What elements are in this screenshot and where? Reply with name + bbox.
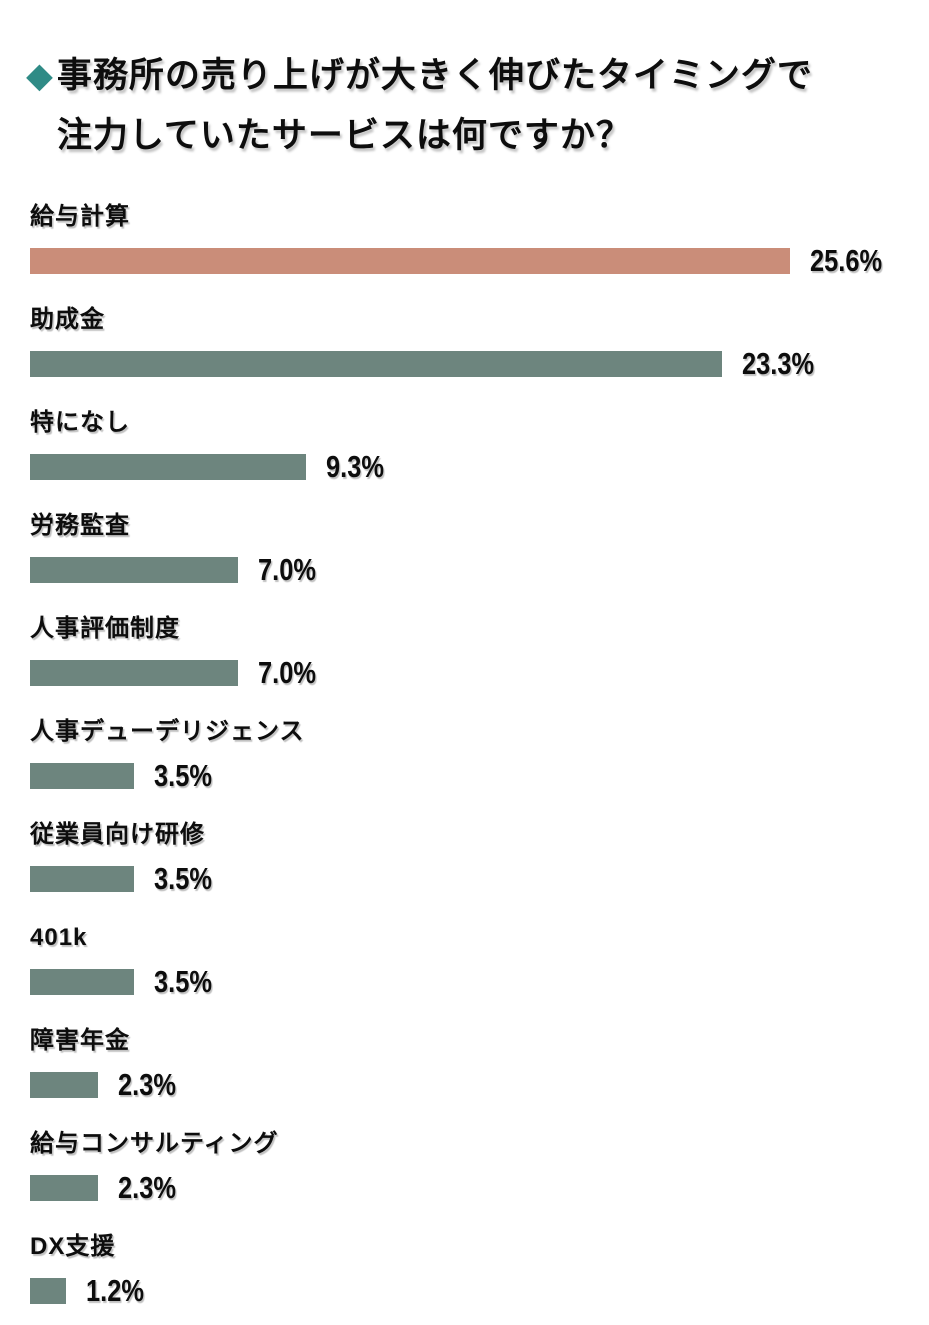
bar-value-label: 1.2% bbox=[86, 1273, 144, 1308]
bar-category-label: 従業員向け研修 bbox=[30, 821, 205, 848]
bar bbox=[30, 969, 134, 995]
bar bbox=[30, 351, 722, 377]
bar bbox=[30, 557, 238, 583]
bar-value-label: 23.3% bbox=[742, 346, 815, 381]
bar-value-label: 3.5% bbox=[154, 758, 212, 793]
bar bbox=[30, 660, 238, 686]
bar-line: 25.6% bbox=[30, 243, 909, 279]
bar-line: 1.2% bbox=[30, 1273, 909, 1309]
bar-row: 特になし 9.3% bbox=[30, 408, 909, 485]
diamond-bullet-icon: ◆ bbox=[26, 56, 54, 95]
bar-row: 従業員向け研修 3.5% bbox=[30, 820, 909, 897]
bar-line: 3.5% bbox=[30, 861, 909, 897]
bar-category-label: 人事評価制度 bbox=[30, 615, 180, 642]
bar-value-label: 9.3% bbox=[326, 449, 384, 484]
bar-category-label: 給与コンサルティング bbox=[30, 1130, 279, 1157]
bar-line: 2.3% bbox=[30, 1170, 909, 1206]
bar bbox=[30, 1175, 98, 1201]
bar-line: 2.3% bbox=[30, 1067, 909, 1103]
bar-category-label: 401k bbox=[30, 924, 88, 951]
bar bbox=[30, 763, 134, 789]
bar-value-label: 3.5% bbox=[154, 964, 212, 999]
bar-value-label: 25.6% bbox=[810, 243, 883, 278]
bar bbox=[30, 1072, 98, 1098]
bar-category-label: DX支援 bbox=[30, 1233, 116, 1260]
bar-line: 3.5% bbox=[30, 758, 909, 794]
bar-row: 労務監査 7.0% bbox=[30, 511, 909, 588]
bar-category-label: 労務監査 bbox=[30, 512, 130, 539]
bar-category-label: 特になし bbox=[30, 409, 130, 436]
chart-title-text: 事務所の売り上げが大きく伸びたタイミングで 注力していたサービスは何ですか？ bbox=[57, 46, 909, 166]
bar-category-label: 障害年金 bbox=[30, 1027, 130, 1054]
bar-chart-area: 給与計算 25.6% 助成金 23.3% 特になし 9.3% 労務監査 bbox=[0, 166, 929, 1325]
bar-row: 401k 3.5% bbox=[30, 923, 909, 1000]
bar bbox=[30, 248, 790, 274]
bar-value-label: 2.3% bbox=[118, 1067, 176, 1102]
bar-line: 9.3% bbox=[30, 449, 909, 485]
bar-row: 助成金 23.3% bbox=[30, 305, 909, 382]
bar-category-label: 助成金 bbox=[30, 306, 105, 333]
bar bbox=[30, 1278, 66, 1304]
bar-line: 23.3% bbox=[30, 346, 909, 382]
bar-line: 7.0% bbox=[30, 655, 909, 691]
bar-category-label: 給与計算 bbox=[30, 203, 130, 230]
bar-value-label: 7.0% bbox=[258, 655, 316, 690]
bar-value-label: 7.0% bbox=[258, 552, 316, 587]
bar bbox=[30, 866, 134, 892]
chart-title: ◆ 事務所の売り上げが大きく伸びたタイミングで 注力していたサービスは何ですか？ bbox=[0, 0, 929, 166]
bar-row: DX支援 1.2% bbox=[30, 1232, 909, 1309]
bar-row: 人事評価制度 7.0% bbox=[30, 614, 909, 691]
bar-row: 給与計算 25.6% bbox=[30, 202, 909, 279]
bar-row: 給与コンサルティング 2.3% bbox=[30, 1129, 909, 1206]
bar-line: 3.5% bbox=[30, 964, 909, 1000]
bar bbox=[30, 454, 306, 480]
bar-row: 人事デューデリジェンス 3.5% bbox=[30, 717, 909, 794]
bar-line: 7.0% bbox=[30, 552, 909, 588]
bar-value-label: 3.5% bbox=[154, 861, 212, 896]
chart-title-line1: 事務所の売り上げが大きく伸びたタイミングで bbox=[56, 56, 813, 95]
chart-title-line2: 注力していたサービスは何ですか？ bbox=[56, 116, 632, 155]
bar-value-label: 2.3% bbox=[118, 1170, 176, 1205]
bar-row: 障害年金 2.3% bbox=[30, 1026, 909, 1103]
bar-category-label: 人事デューデリジェンス bbox=[30, 718, 305, 745]
